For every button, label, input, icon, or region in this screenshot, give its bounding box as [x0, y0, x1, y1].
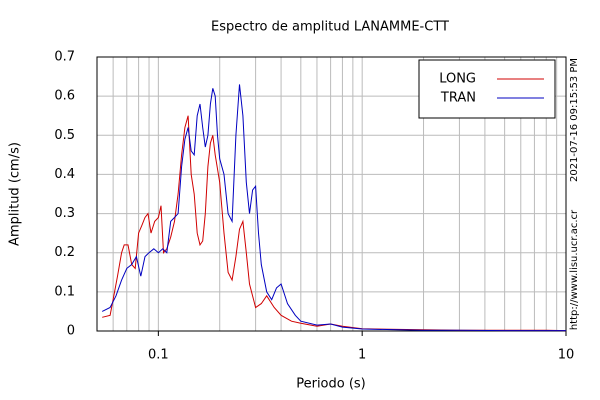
- url: http://www.lisu.ucr.ac.cr: [569, 209, 580, 330]
- y-tick-label: 0.2: [54, 245, 75, 260]
- legend-label: TRAN: [440, 91, 476, 106]
- legend-label: LONG: [439, 72, 476, 87]
- y-axis-label: Amplitud (cm/s): [8, 142, 23, 246]
- timestamp: 2021-07-16 09:15:53 PM: [569, 58, 580, 182]
- plot-frame: [96, 56, 567, 332]
- data-line: [102, 115, 567, 332]
- y-tick-label: 0.3: [54, 206, 75, 221]
- y-tick-label: 0.6: [54, 89, 75, 104]
- chart-title: Espectro de amplitud LANAMME-CTT: [211, 20, 449, 35]
- y-tick-label: 0: [67, 324, 75, 339]
- x-tick-label: 1: [358, 348, 366, 363]
- y-tick-label: 0.4: [54, 167, 75, 182]
- data-line: [101, 84, 566, 332]
- y-tick-label: 0.5: [54, 128, 75, 143]
- x-tick-label: 0.1: [148, 348, 169, 363]
- x-tick-label: 10: [558, 348, 575, 363]
- legend-box: [418, 59, 556, 119]
- y-tick-label: 0.7: [54, 50, 75, 65]
- x-axis-label: Periodo (s): [296, 377, 366, 392]
- y-tick-label: 0.1: [54, 284, 75, 299]
